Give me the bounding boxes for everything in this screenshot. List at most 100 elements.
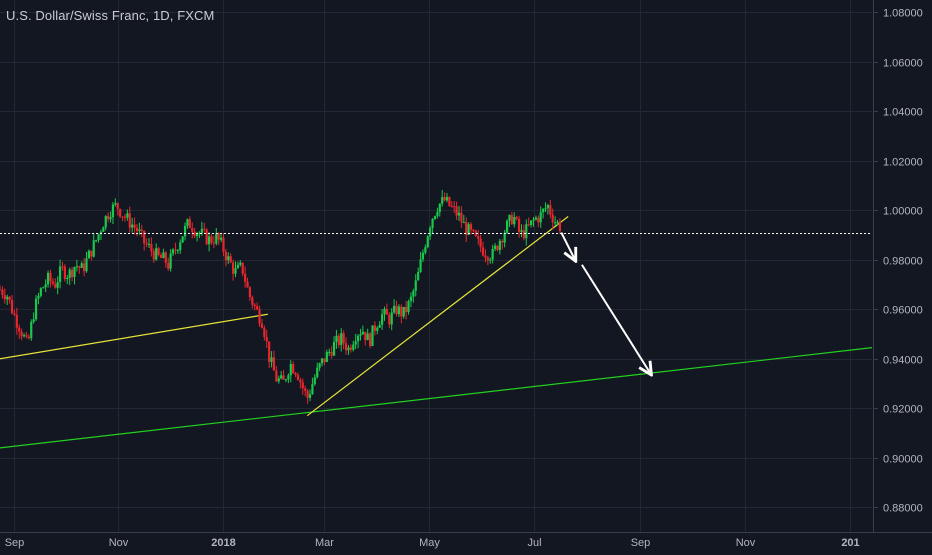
candle-body-down [296,374,300,380]
candle-body-down [472,229,475,231]
time-axis[interactable]: Sep Nov 2018 Mar May Jul Sep Nov 201 [5,537,860,549]
candle-body-down [260,323,264,328]
x-tick-label: Mar [315,537,334,549]
candle-body-down [119,208,122,217]
candle-body-down [450,205,453,207]
candle-body-up [359,334,362,336]
candle-body-down [304,388,307,391]
candle-body-up [457,212,461,216]
candle-body-down [368,333,372,347]
candle-body-down [551,214,554,223]
candle-body-down [527,224,530,226]
candle-body-down [20,331,23,337]
y-tick-label: 0.96000 [883,305,923,317]
candle-body-up [393,305,396,313]
candle-body-down [212,242,215,244]
candle-body-down [188,219,191,228]
x-tick-label: May [419,537,440,549]
candle-body-down [157,248,160,255]
candle-body-up [280,375,283,379]
candle-body-up [34,298,38,320]
candle-body-up [22,335,26,337]
candle-body-up [239,262,242,265]
candle-body-down [51,281,54,284]
candle-body-up [529,220,533,226]
candle-body-up [316,367,319,378]
candle-body-up [332,341,336,356]
candle-body-down [18,327,21,332]
candle-body-down [299,379,302,383]
candle-body-down [510,215,513,225]
y-tick-label: 0.88000 [883,503,923,515]
candle-body-down [400,306,403,317]
candle-body-down [301,382,304,389]
candle-body-down [205,229,208,245]
x-tick-label: Jul [527,537,541,549]
candle-body-down [15,314,18,328]
candle-body-down [453,206,456,208]
candle-body-down [25,335,28,337]
grid [0,0,872,532]
candle-body-down [145,243,148,245]
candle-body-up [126,213,129,218]
x-tick-label: 201 [841,537,859,549]
candle-body-down [263,327,266,338]
candle-body-up [270,357,273,362]
candle-body-down [61,266,64,268]
candle-body-up [109,217,112,220]
candle-body-up [381,314,384,325]
candle-body-down [275,370,278,382]
candle-body-down [385,308,389,315]
candle-body-up [431,218,434,228]
candle-body-down [549,205,552,215]
x-tick-label: Nov [109,537,129,549]
candle-body-down [150,243,153,252]
candle-body-up [412,290,415,297]
candle-body-up [354,341,357,345]
candle-body-down [558,221,562,232]
candle-body-up [371,325,374,347]
candle-body-down [282,375,285,380]
candle-body-up [376,327,379,331]
candle-body-up [44,284,47,288]
candle-body-up [335,335,338,342]
candle-body-down [364,331,367,341]
candle-body-down [54,283,57,288]
price-axis[interactable]: 1.08000 1.06000 1.04000 1.02000 1.00000 0.980… [873,8,923,515]
candle-body-up [181,236,184,243]
candle-body-up [183,225,187,237]
candle-body-up [73,267,76,278]
candle-body-up [102,227,105,232]
candle-body-up [436,212,439,217]
candle-body-down [272,357,276,371]
candle-body-up [87,250,91,259]
candle-body-up [6,296,9,300]
candle-body-down [443,197,446,201]
candle-body-down [342,333,345,344]
candle-body-up [539,212,542,223]
candle-body-down [203,228,206,230]
candle-body-up [356,335,360,342]
candle-body-up [195,233,199,237]
candle-body-down [27,336,30,339]
candle-body-up [42,287,45,289]
candle-body-down [522,230,525,239]
candle-body-up [383,308,386,315]
x-tick-label: Nov [736,537,756,549]
candle-body-down [241,262,244,274]
candle-body-down [479,238,482,248]
candle-body-down [395,305,398,315]
candle-body-up [462,222,465,224]
y-tick-label: 1.06000 [883,58,923,70]
candle-body-up [46,272,50,285]
candle-body-down [469,224,473,230]
candle-body-down [191,227,194,232]
candle-body-down [481,247,485,256]
candle-body-down [344,343,348,351]
candle-body-down [210,236,213,243]
candle-body-up [219,237,223,240]
candle-body-up [313,377,316,385]
y-tick-label: 1.02000 [883,157,923,169]
candle-body-down [265,337,268,342]
candle-body-down [133,224,136,228]
